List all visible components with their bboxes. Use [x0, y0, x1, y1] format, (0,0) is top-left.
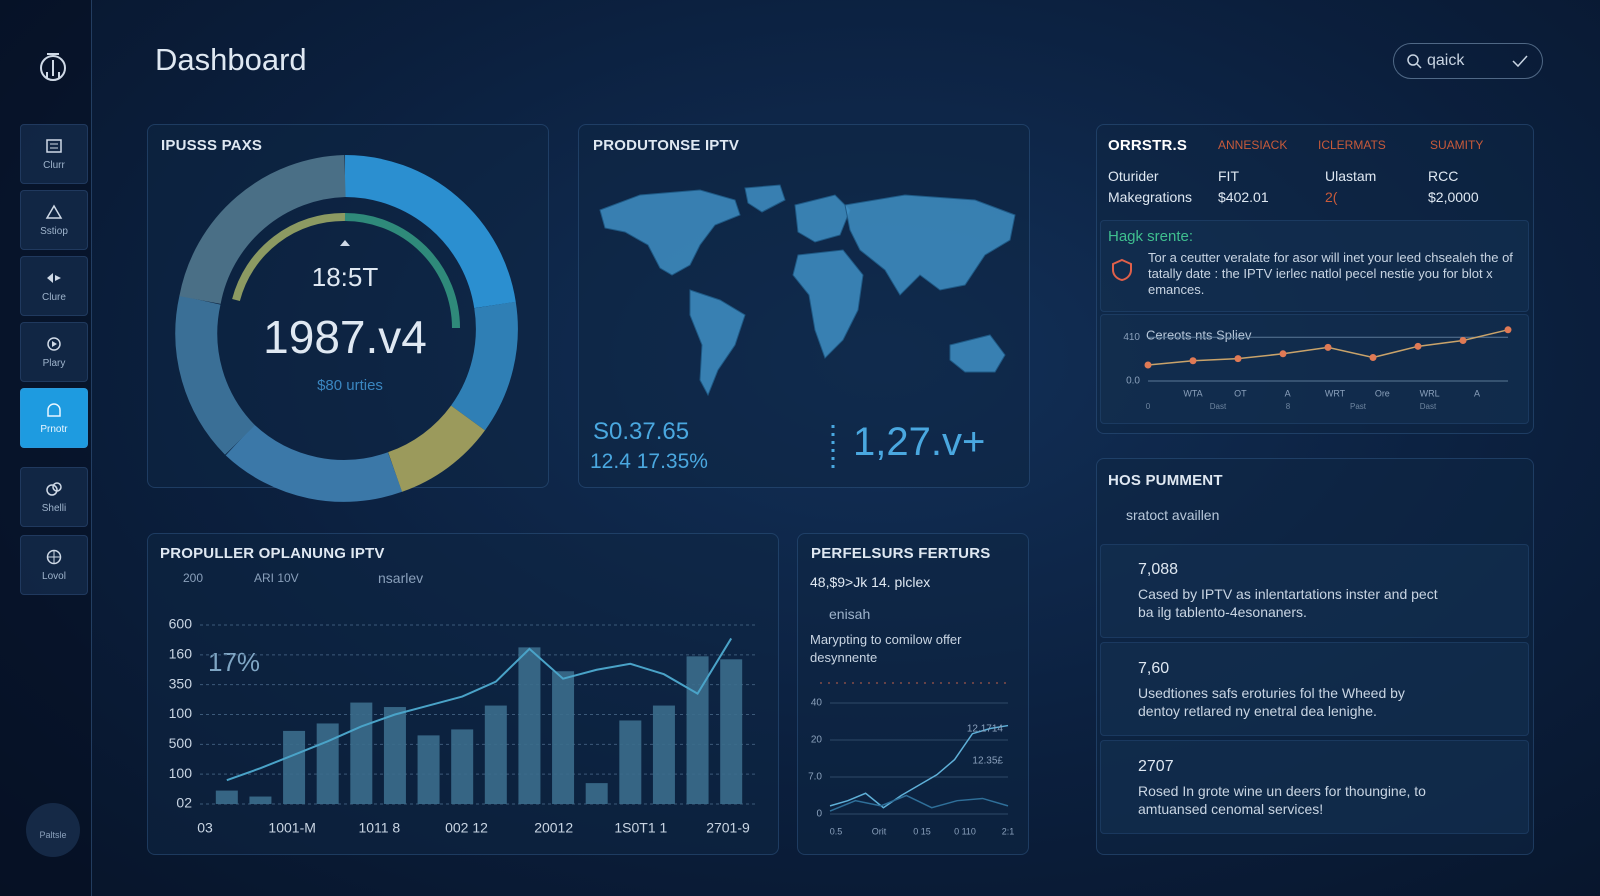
nav-label: Shelli	[41, 502, 67, 514]
nav-item[interactable]: Clure	[20, 256, 88, 316]
nav-item[interactable]: Prnotr	[20, 388, 88, 448]
logo	[40, 53, 66, 81]
nav-item[interactable]: Clurr	[20, 124, 88, 184]
nav-label: Lovol	[42, 570, 66, 582]
news-item	[1100, 740, 1529, 834]
tab[interactable]: SUAMITY	[1430, 138, 1484, 152]
tab[interactable]: ANNESIACK	[1218, 138, 1288, 152]
filter[interactable]: ARI 10V	[254, 571, 299, 585]
sidebar: Clurr Sstiop Clure Plary Prnotr Shelli L…	[0, 0, 92, 896]
nav-item[interactable]: Shelli	[20, 467, 88, 527]
news-item	[1100, 544, 1529, 638]
tag: enisah	[829, 606, 871, 622]
nav-item[interactable]: Sstiop	[20, 190, 88, 250]
gauge-time: 18:5T	[311, 262, 379, 292]
panel-title: PRODUTONSE IPTV	[593, 137, 740, 154]
notice-text: Tor a ceutter veralate for asor will ine…	[1148, 250, 1513, 297]
item-text: Rosed In grote wine un deers for thoungi…	[1138, 783, 1426, 817]
gauge-panel	[147, 124, 549, 488]
cell: 2(	[1325, 189, 1338, 205]
page-title: Dashboard	[155, 42, 307, 77]
cell: FIT	[1218, 168, 1239, 184]
feature-text: Marypting to comilow offer desynnente	[810, 632, 962, 665]
tab[interactable]: ORRSTR.S	[1108, 137, 1188, 154]
item-value: 7,088	[1138, 561, 1179, 578]
item-value: 7,60	[1138, 660, 1170, 677]
map-stat-large: 1,27.v+	[853, 420, 986, 464]
warning-icon	[1112, 258, 1132, 282]
subtitle: sratoct availlen	[1126, 507, 1220, 523]
panel-title: PERFELSURS FERTURS	[811, 545, 991, 562]
map-stat: S0.37.65	[593, 418, 690, 445]
panel-title: HOS PUMMENT	[1108, 472, 1223, 489]
gauge-caption: $80 urties	[317, 377, 383, 394]
subtitle: 48,$9>Jk 14. plclex	[810, 574, 931, 590]
bar-panel	[147, 533, 779, 855]
gauge-value: 1987.v4	[263, 311, 427, 363]
item-text: Cased by IPTV as inlentartations inster …	[1138, 586, 1438, 620]
cell: $402.01	[1218, 189, 1269, 205]
cell: Ulastam	[1325, 168, 1377, 184]
nav-label: Clurr	[43, 159, 65, 171]
notice-title: Hagk srente:	[1108, 228, 1194, 245]
nav-label: Sstiop	[40, 225, 68, 237]
profile-button[interactable]: Paltsle	[26, 803, 80, 857]
nav-item[interactable]: Lovol	[20, 535, 88, 595]
profile-label: Paltsle	[39, 830, 67, 840]
item-text: Usedtiones safs eroturies fol the Wheed …	[1138, 685, 1405, 719]
nav-item[interactable]: Plary	[20, 322, 88, 382]
map-stat: 12.4 17.35%	[590, 450, 708, 473]
panel-title: PROPULLER OPLANUNG IPTV	[160, 545, 385, 562]
item-value: 2707	[1138, 758, 1174, 775]
nav-label: Plary	[42, 357, 66, 369]
search-box[interactable]: qaick	[1393, 43, 1543, 79]
news-item	[1100, 642, 1529, 736]
cell: Oturider	[1108, 168, 1159, 184]
notice-box	[1100, 220, 1529, 312]
nav-label: Prnotr	[40, 423, 68, 435]
filter[interactable]: nsarlev	[378, 570, 424, 586]
nav-label: Clure	[42, 291, 66, 303]
search-input: qaick	[1427, 52, 1465, 69]
tab[interactable]: ICLERMATS	[1318, 138, 1386, 152]
cell: RCC	[1428, 168, 1459, 184]
filter[interactable]: 200	[183, 571, 204, 585]
annotation: 17%	[208, 647, 261, 677]
panel-title: IPUSSS PAXS	[161, 137, 263, 154]
cell: Makegrations	[1108, 189, 1193, 205]
mini-chart-box	[1100, 314, 1529, 424]
cell: $2,0000	[1428, 189, 1479, 205]
